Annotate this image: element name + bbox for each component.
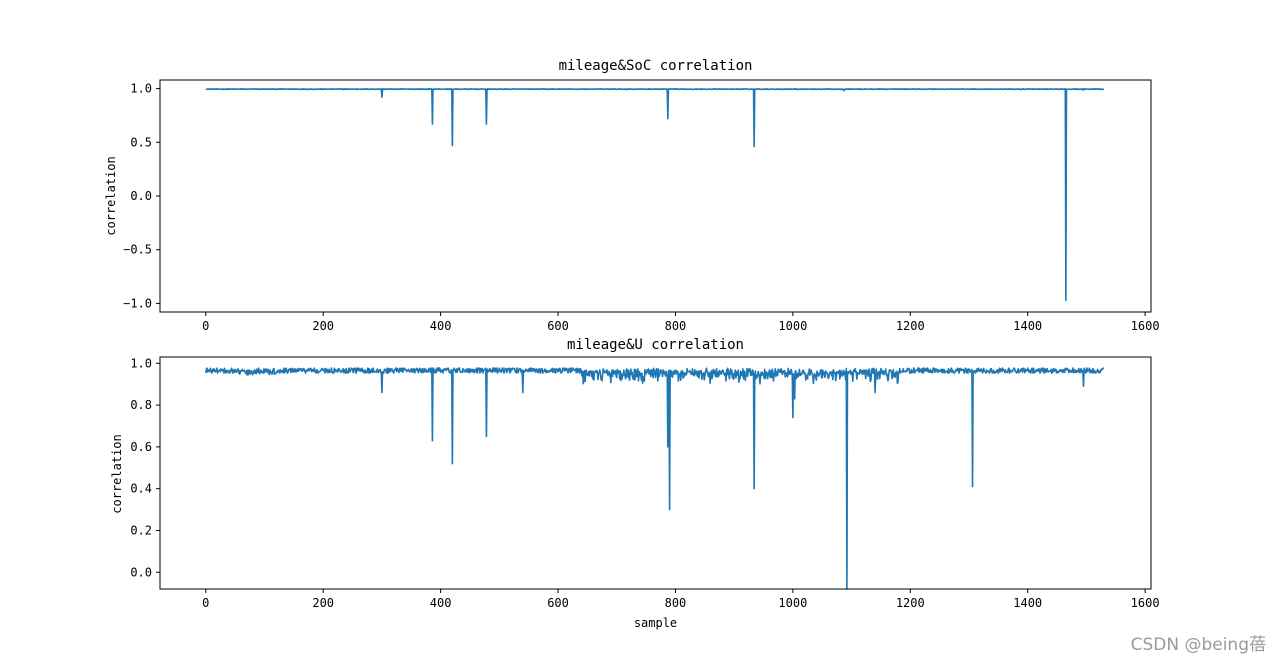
x-axis-label: sample — [634, 616, 677, 630]
x-tick-label: 600 — [547, 596, 569, 610]
x-tick-label: 200 — [312, 319, 334, 333]
y-tick-label: −0.5 — [123, 243, 152, 257]
y-tick-label: 0.6 — [130, 440, 152, 454]
x-tick-label: 400 — [430, 319, 452, 333]
y-axis-label: correlation — [104, 156, 118, 235]
x-tick-label: 800 — [665, 319, 687, 333]
y-tick-label: 0.8 — [130, 398, 152, 412]
x-tick-label: 200 — [312, 596, 334, 610]
x-tick-label: 1400 — [1013, 596, 1042, 610]
ticks: 0 200 400 600 800 1000 1200 1400 1600 1.0 0.5 0.0 −0… — [123, 82, 1159, 333]
x-tick-label: 1000 — [778, 596, 807, 610]
y-tick-label: 0.5 — [130, 135, 152, 149]
series-line — [205, 88, 1105, 301]
subplot-soc-correlation: mileage&SoC correlation correlation 0 200… — [104, 58, 1160, 333]
y-tick-label: 0.2 — [130, 523, 152, 537]
x-tick-label: 1600 — [1131, 596, 1160, 610]
y-tick-label: 0.4 — [130, 482, 152, 496]
y-tick-label: 0.0 — [130, 565, 152, 579]
watermark: CSDN @being蓓 — [1130, 635, 1266, 655]
y-tick-label: 0.0 — [130, 189, 152, 203]
plot-frame — [159, 356, 1152, 590]
x-tick-label: 1200 — [896, 319, 925, 333]
x-tick-label: 600 — [547, 319, 569, 333]
x-tick-label: 400 — [430, 596, 452, 610]
x-tick-label: 1600 — [1131, 319, 1160, 333]
x-tick-label: 1200 — [896, 596, 925, 610]
plot-frame — [159, 79, 1152, 313]
x-tick-label: 0 — [202, 319, 209, 333]
y-tick-label: 1.0 — [130, 356, 152, 370]
x-tick-label: 1000 — [778, 319, 807, 333]
x-tick-label: 800 — [665, 596, 687, 610]
y-axis-label: correlation — [110, 434, 124, 513]
x-tick-label: 0 — [202, 596, 209, 610]
ticks: 0 200 400 600 800 1000 1200 1400 1600 1.0 0.8 0.6 0.… — [130, 356, 1159, 610]
y-tick-label: −1.0 — [123, 296, 152, 310]
series-line — [204, 367, 1105, 590]
chart-title: mileage&SoC correlation — [559, 58, 753, 74]
x-tick-label: 1400 — [1013, 319, 1042, 333]
y-tick-label: 1.0 — [130, 82, 152, 96]
subplot-u-correlation: mileage&U correlation correlation sample… — [110, 337, 1160, 630]
chart-title: mileage&U correlation — [567, 337, 744, 353]
